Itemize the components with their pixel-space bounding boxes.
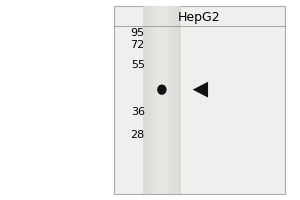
Text: 55: 55 [131, 60, 145, 70]
Bar [153, 6, 170, 194]
Ellipse shape [157, 84, 167, 95]
Text: 72: 72 [130, 40, 145, 50]
Polygon shape [193, 82, 208, 98]
Bar [147, 6, 177, 194]
Bar [145, 6, 179, 194]
Bar [152, 6, 172, 194]
Text: 95: 95 [131, 28, 145, 38]
Text: 36: 36 [131, 107, 145, 117]
Bar [0, 194, 300, 200]
Bar [143, 6, 181, 194]
Text: 28: 28 [130, 130, 145, 140]
Bar [0, 0, 114, 200]
Bar [155, 6, 169, 194]
Bar [157, 6, 167, 194]
Bar [150, 6, 174, 194]
Bar [285, 0, 300, 200]
Bar [0, 0, 300, 6]
Bar [114, 6, 285, 194]
Text: HepG2: HepG2 [178, 11, 221, 24]
Bar [148, 6, 175, 194]
